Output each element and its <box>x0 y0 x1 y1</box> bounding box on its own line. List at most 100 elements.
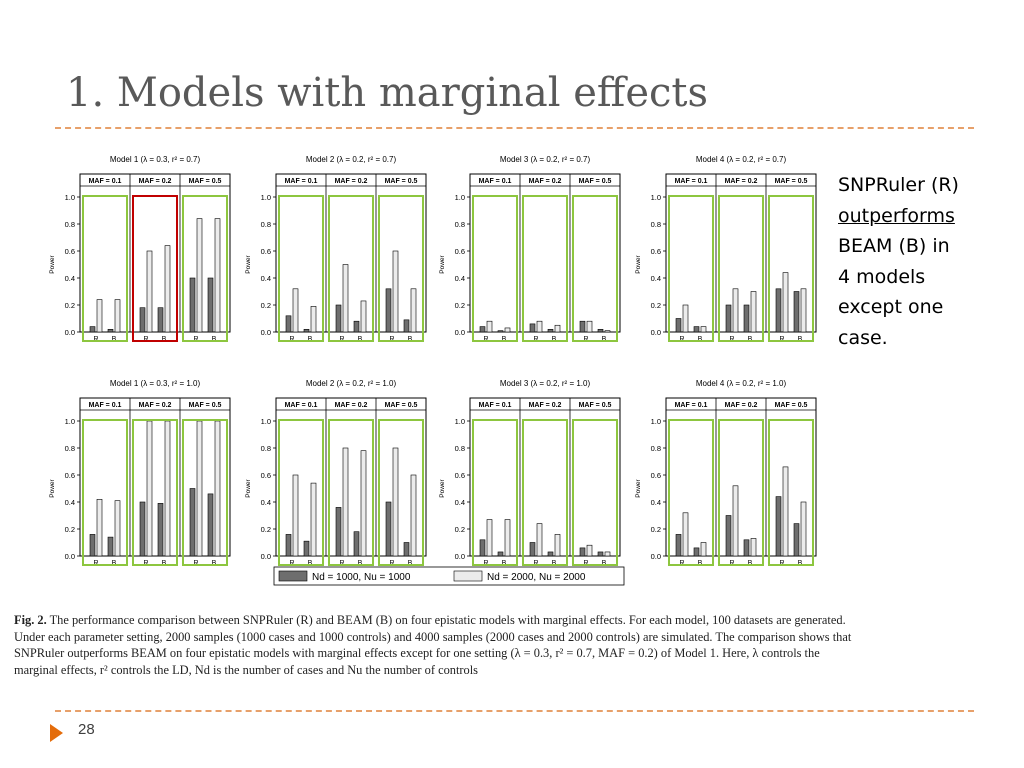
y-axis-label: Power <box>245 478 252 497</box>
maf-label: MAF = 0.2 <box>139 402 172 409</box>
y-tick-label: 0.6 <box>65 247 75 256</box>
bar-dark <box>725 515 732 557</box>
bar-dark <box>529 542 536 557</box>
bar-light <box>486 519 493 557</box>
bar-dark <box>497 330 504 333</box>
bar-dark <box>793 523 800 557</box>
highlight-box-green <box>768 195 814 342</box>
method-label: B <box>112 560 117 567</box>
bar-light <box>732 485 739 557</box>
bar-dark <box>189 277 196 333</box>
method-label: B <box>308 560 313 567</box>
bar-dark <box>403 542 410 557</box>
method-label: R <box>389 336 394 343</box>
caption-label: Fig. 2. <box>14 613 47 627</box>
y-tick-label: 1.0 <box>65 193 75 202</box>
bar-dark <box>157 503 164 557</box>
panel-title: Model 4 (λ = 0.2, r² = 0.7) <box>696 155 787 164</box>
panel-frame <box>79 397 231 557</box>
y-axis-label: Power <box>635 478 642 497</box>
legend-swatch-light <box>453 570 483 582</box>
bar-dark <box>335 507 342 557</box>
bar-dark <box>89 326 96 333</box>
y-tick-label: 0.0 <box>455 552 465 561</box>
bar-light <box>310 306 317 333</box>
y-tick-label: 0.0 <box>455 328 465 337</box>
y-tick-label: 0.8 <box>261 220 271 229</box>
bar-light <box>586 320 593 333</box>
bar-light <box>342 264 349 333</box>
method-label: B <box>698 560 703 567</box>
method-label: R <box>389 560 394 567</box>
method-label: B <box>408 336 413 343</box>
y-axis-label: Power <box>245 254 252 273</box>
method-label: R <box>483 336 488 343</box>
bar-dark <box>597 328 604 333</box>
highlight-box-green <box>718 195 764 342</box>
maf-label: MAF = 0.5 <box>189 178 222 185</box>
panel-frame <box>275 397 427 557</box>
bar-dark <box>547 328 554 333</box>
highlight-box-green <box>82 195 128 342</box>
method-label: B <box>212 336 217 343</box>
y-tick-label: 0.8 <box>261 444 271 453</box>
y-tick-label: 0.2 <box>455 301 465 310</box>
maf-label: MAF = 0.1 <box>479 178 512 185</box>
method-label: R <box>193 560 198 567</box>
method-label: R <box>729 560 734 567</box>
y-axis-label: Power <box>49 478 56 497</box>
method-label: B <box>552 560 557 567</box>
y-tick-label: 0.4 <box>455 274 465 283</box>
figure-chart: Model 1 (λ = 0.3, r² = 0.7) 0.0 0.2 0.4 0.6 0… <box>49 155 817 586</box>
y-tick-label: 1.0 <box>261 417 271 426</box>
method-label: R <box>483 560 488 567</box>
bar-light <box>292 474 299 557</box>
panel-frame <box>665 173 817 333</box>
bar-light <box>392 250 399 333</box>
bar-light <box>700 326 707 333</box>
bar-dark <box>139 501 146 557</box>
y-axis-label: Power <box>439 478 446 497</box>
method-label: B <box>502 336 507 343</box>
y-tick-label: 0.8 <box>455 220 465 229</box>
panel-title: Model 3 (λ = 0.2, r² = 0.7) <box>500 155 591 164</box>
bar-dark <box>303 540 310 557</box>
bar-light <box>292 288 299 333</box>
side-note-line: SNPRuler (R) <box>838 174 959 196</box>
bar-dark <box>529 323 536 333</box>
highlight-box-green <box>328 195 374 342</box>
y-tick-label: 0.2 <box>651 301 661 310</box>
y-tick-label: 0.2 <box>261 525 271 534</box>
method-label: B <box>698 336 703 343</box>
footer-divider <box>55 710 974 712</box>
y-axis-label: Power <box>49 254 56 273</box>
bar-dark <box>303 328 310 333</box>
bar-light <box>504 519 511 557</box>
maf-label: MAF = 0.1 <box>479 402 512 409</box>
method-label: B <box>602 336 607 343</box>
method-label: B <box>212 560 217 567</box>
bar-light <box>392 447 399 557</box>
bar-dark <box>107 328 114 333</box>
highlight-box-green <box>522 419 568 566</box>
method-label: R <box>729 336 734 343</box>
y-tick-label: 0.4 <box>261 498 271 507</box>
bar-light <box>732 288 739 333</box>
y-tick-label: 0.0 <box>65 328 75 337</box>
highlight-box-red <box>132 195 178 342</box>
highlight-box-green <box>182 195 228 342</box>
y-tick-label: 0.4 <box>65 498 75 507</box>
y-tick-label: 0.0 <box>651 552 661 561</box>
bar-dark <box>497 551 504 557</box>
bar-light <box>750 291 757 333</box>
bar-light <box>504 327 511 333</box>
bar-dark <box>89 534 96 557</box>
y-tick-label: 0.2 <box>65 525 75 534</box>
bar-light <box>782 272 789 333</box>
maf-label: MAF = 0.1 <box>89 402 122 409</box>
y-tick-label: 0.6 <box>455 471 465 480</box>
highlight-box-green <box>572 195 618 342</box>
bar-dark <box>353 531 360 557</box>
side-note: SNPRuler (R) outperforms BEAM (B) in 4 m… <box>838 170 998 353</box>
method-label: B <box>748 336 753 343</box>
